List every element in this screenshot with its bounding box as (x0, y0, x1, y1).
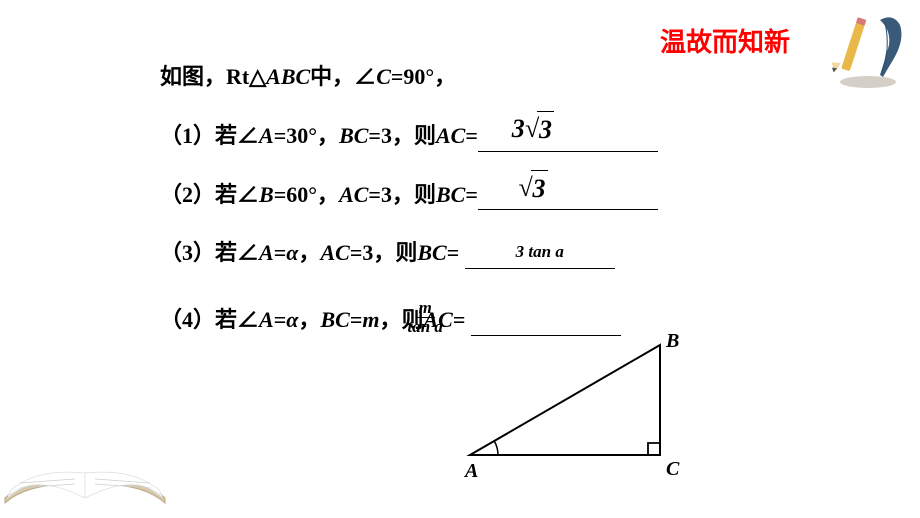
triangle-svg: A B C (460, 325, 690, 485)
svg-text:C: C (666, 458, 680, 480)
answer-3: 3 tan a (465, 239, 615, 269)
svg-text:B: B (665, 330, 679, 352)
header-title: 温故而知新 (660, 22, 790, 59)
question-3: （3） 若∠A=α，AC=3，则BC= 3 tan a (160, 238, 658, 269)
quill-pencil-icon (805, 5, 915, 100)
answer-1: 3√3 (478, 122, 658, 152)
question-1: （1） 若∠A=30°，BC=3，则AC= 3√3 (160, 121, 658, 152)
question-2: （2） 若∠B=60°，AC=3，则BC= √3 (160, 180, 658, 211)
book-icon (0, 403, 170, 518)
svg-text:A: A (463, 460, 478, 482)
intro-line: 如图，Rt△ABC中，∠C=90°， (160, 62, 658, 93)
triangle-diagram: A B C (460, 325, 690, 485)
answer-2: √3 (478, 180, 658, 210)
content-block: 如图，Rt△ABC中，∠C=90°， （1） 若∠A=30°，BC=3，则AC=… (160, 62, 658, 364)
